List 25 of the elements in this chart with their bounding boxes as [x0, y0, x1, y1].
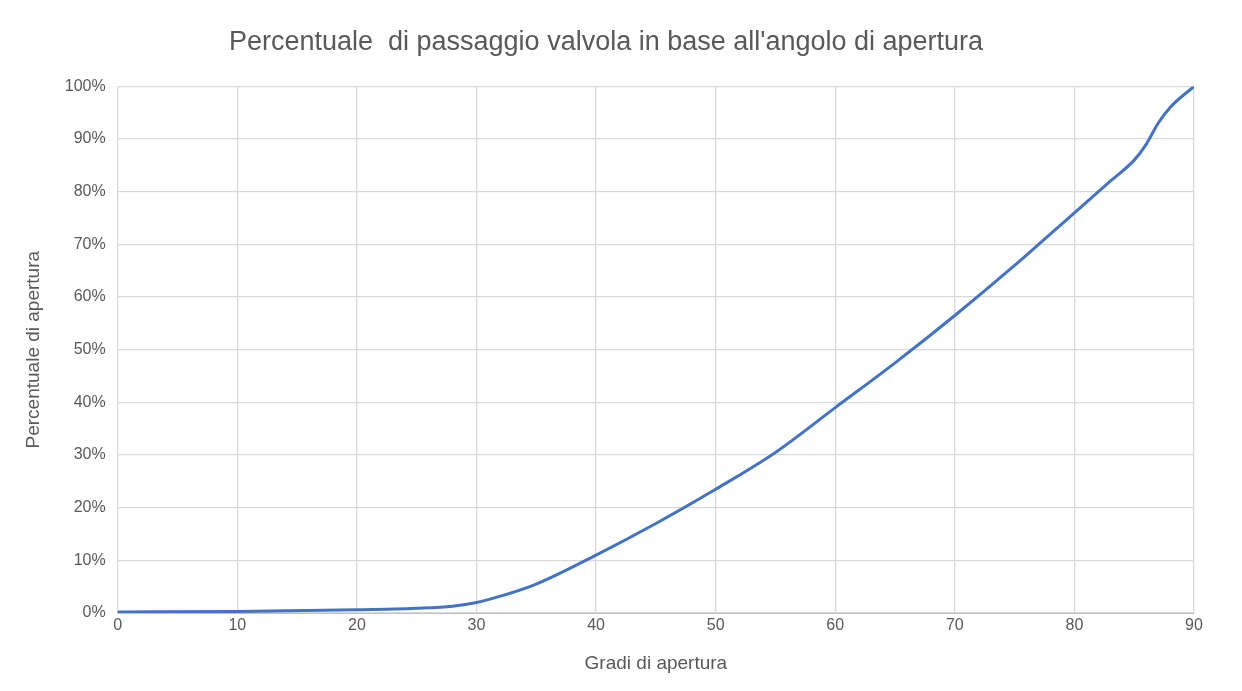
y-tick-label: 60% — [73, 287, 106, 305]
line-series — [117, 86, 1194, 613]
y-tick-label: 80% — [73, 182, 106, 200]
y-tick-label: 10% — [73, 550, 106, 568]
y-tick-label: 100% — [64, 76, 106, 94]
y-axis-title: Percentuale di apertura — [21, 250, 43, 449]
x-tick-label: 40 — [587, 616, 606, 634]
y-tick-label: 90% — [73, 129, 106, 147]
x-tick-label: 60 — [826, 616, 845, 634]
x-tick-label: 20 — [348, 616, 366, 634]
y-tick-label: 50% — [73, 340, 106, 358]
x-tick-label: 90 — [1185, 616, 1203, 634]
y-tick-label: 0% — [82, 603, 106, 621]
y-tick-label: 70% — [73, 234, 106, 252]
y-tick-label: 20% — [73, 498, 106, 516]
x-tick-label: 0 — [113, 616, 123, 634]
y-tick-label: 40% — [73, 392, 106, 410]
x-tick-label: 80 — [1065, 616, 1084, 634]
x-tick-label: 10 — [228, 616, 247, 634]
y-tick-label: 30% — [73, 445, 106, 463]
x-tick-label: 50 — [706, 616, 725, 634]
x-tick-label: 30 — [467, 616, 486, 634]
chart-title: Percentuale di passaggio valvola in base all'angolo di apertura — [228, 25, 985, 56]
x-tick-label: 70 — [945, 616, 964, 634]
x-axis-title: Gradi di apertura — [584, 651, 728, 673]
